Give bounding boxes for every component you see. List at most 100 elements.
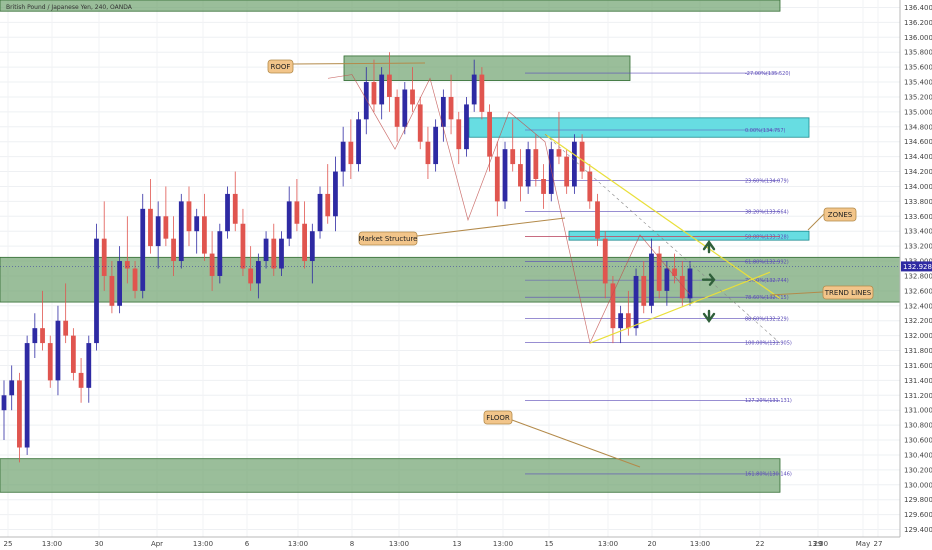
candle-body xyxy=(533,149,539,179)
price-tick: 133.600 xyxy=(904,213,932,221)
time-tick: 13:00 xyxy=(288,540,308,548)
candle-body xyxy=(656,253,662,291)
support-zone[interactable] xyxy=(0,0,781,12)
candle-body xyxy=(225,193,230,232)
candle-body xyxy=(664,268,670,291)
price-tick: 130.200 xyxy=(904,466,932,474)
price-tick: 135.400 xyxy=(904,79,932,87)
price-tick: 134.800 xyxy=(904,123,932,131)
callout-pointer xyxy=(511,419,641,468)
callout-roof-label: ROOF xyxy=(271,63,291,71)
candle-body xyxy=(101,238,107,276)
candle-body xyxy=(464,104,469,150)
price-tick: 132.000 xyxy=(904,332,932,340)
callout-pointer xyxy=(292,62,426,65)
candle-body xyxy=(132,268,138,291)
callout-trend-lines[interactable] xyxy=(822,285,874,300)
price-tick: 129.400 xyxy=(904,526,932,534)
time-tick: 13:00 xyxy=(42,540,62,548)
candle-body xyxy=(641,275,647,306)
price-tick: 130.800 xyxy=(904,422,932,430)
price-axis[interactable]: 136.400 136.200 136.000 135.800 135.600 135.4… xyxy=(899,0,932,550)
price-tick: 135.200 xyxy=(904,93,932,101)
fib-level-label: 50.00%(133.328) xyxy=(745,234,789,240)
arrow-down-icon xyxy=(702,309,716,324)
fib-level-label: 38.20%(133.664) xyxy=(745,209,789,215)
time-tick: 15 xyxy=(545,540,554,548)
candle-body xyxy=(40,328,45,344)
candle-body xyxy=(433,126,439,165)
callout-zones[interactable] xyxy=(823,207,857,222)
projection-line[interactable] xyxy=(544,134,781,344)
time-tick: 13:00 xyxy=(598,540,618,548)
arrow-right-icon xyxy=(701,273,716,286)
price-tick: 133.800 xyxy=(904,198,932,206)
time-tick: May xyxy=(856,540,870,548)
price-tick: 133.200 xyxy=(904,243,932,251)
time-tick: 13:00 xyxy=(808,540,828,548)
candle-body xyxy=(610,283,616,329)
price-tick: 129.600 xyxy=(904,511,932,519)
price-tick: 132.800 xyxy=(904,272,932,280)
candle-body xyxy=(518,164,523,187)
symbol-title: British Pound / Japanese Yen, 240, OANDA xyxy=(6,4,133,11)
callout-market-structure[interactable] xyxy=(358,231,418,246)
candle-body xyxy=(9,380,15,396)
candle-body xyxy=(24,343,30,448)
candle-body xyxy=(340,141,346,172)
candle-body xyxy=(602,238,608,284)
callout-pointer xyxy=(416,217,566,237)
candle-body xyxy=(47,343,53,381)
candle-body xyxy=(510,149,516,165)
zones-layer xyxy=(0,0,901,493)
price-tick: 132.400 xyxy=(904,302,932,310)
structure-line[interactable] xyxy=(327,74,691,345)
candle-body xyxy=(548,149,554,194)
time-tick: 6 xyxy=(245,540,250,548)
time-tick: Apr xyxy=(151,540,163,548)
fib-level-label: -27.00%(135.520) xyxy=(745,71,790,77)
trend-line-lower[interactable] xyxy=(589,271,771,344)
price-tick: 134.200 xyxy=(904,168,932,176)
candle-body xyxy=(70,335,76,373)
price-tick: 135.800 xyxy=(904,49,932,57)
fib-level-label: 23.60%(134.079) xyxy=(745,178,789,184)
fib-level-label: 161.80%(130.146) xyxy=(745,472,792,478)
callout-pointer xyxy=(807,213,825,231)
price-tick: 134.000 xyxy=(904,183,932,191)
candle-body xyxy=(579,141,585,172)
candle-body xyxy=(525,149,531,187)
candle-body xyxy=(471,74,477,105)
candle-body xyxy=(672,268,677,276)
resistance-zone[interactable] xyxy=(568,230,810,241)
resistance-zone[interactable] xyxy=(468,117,810,138)
candle-body xyxy=(502,149,508,202)
support-zone[interactable] xyxy=(0,458,781,493)
callout-roof[interactable] xyxy=(267,59,294,74)
time-tick: 20 xyxy=(648,540,657,548)
price-tick: 129.800 xyxy=(904,496,932,504)
time-axis[interactable]: 25 13:00 30 Apr 13:00 6 13:00 8 13:00 13 13:00 15 13… xyxy=(0,536,900,548)
fib-level-label: 100.00%(131.905) xyxy=(745,341,792,347)
candle-body xyxy=(649,253,654,306)
candle-body xyxy=(286,201,292,239)
candle-body xyxy=(86,343,92,388)
candle-body xyxy=(425,141,431,165)
callout-floor[interactable] xyxy=(483,410,513,425)
last-price-label: 132.928 xyxy=(903,263,932,271)
candle-body xyxy=(456,119,462,150)
price-tick: 130.400 xyxy=(904,451,932,459)
support-zone[interactable] xyxy=(343,55,631,81)
candle-body xyxy=(240,223,246,269)
candle-body xyxy=(317,193,323,232)
price-axis-panel xyxy=(900,0,932,550)
candle-body xyxy=(417,104,423,142)
candle-body xyxy=(78,372,84,388)
time-tick: 22 xyxy=(756,540,765,548)
fib-level-label: 61.80%(132.992) xyxy=(745,259,789,265)
candle-body xyxy=(271,238,277,269)
trend-line-upper[interactable] xyxy=(544,133,781,299)
price-tick: 136.400 xyxy=(904,4,932,12)
